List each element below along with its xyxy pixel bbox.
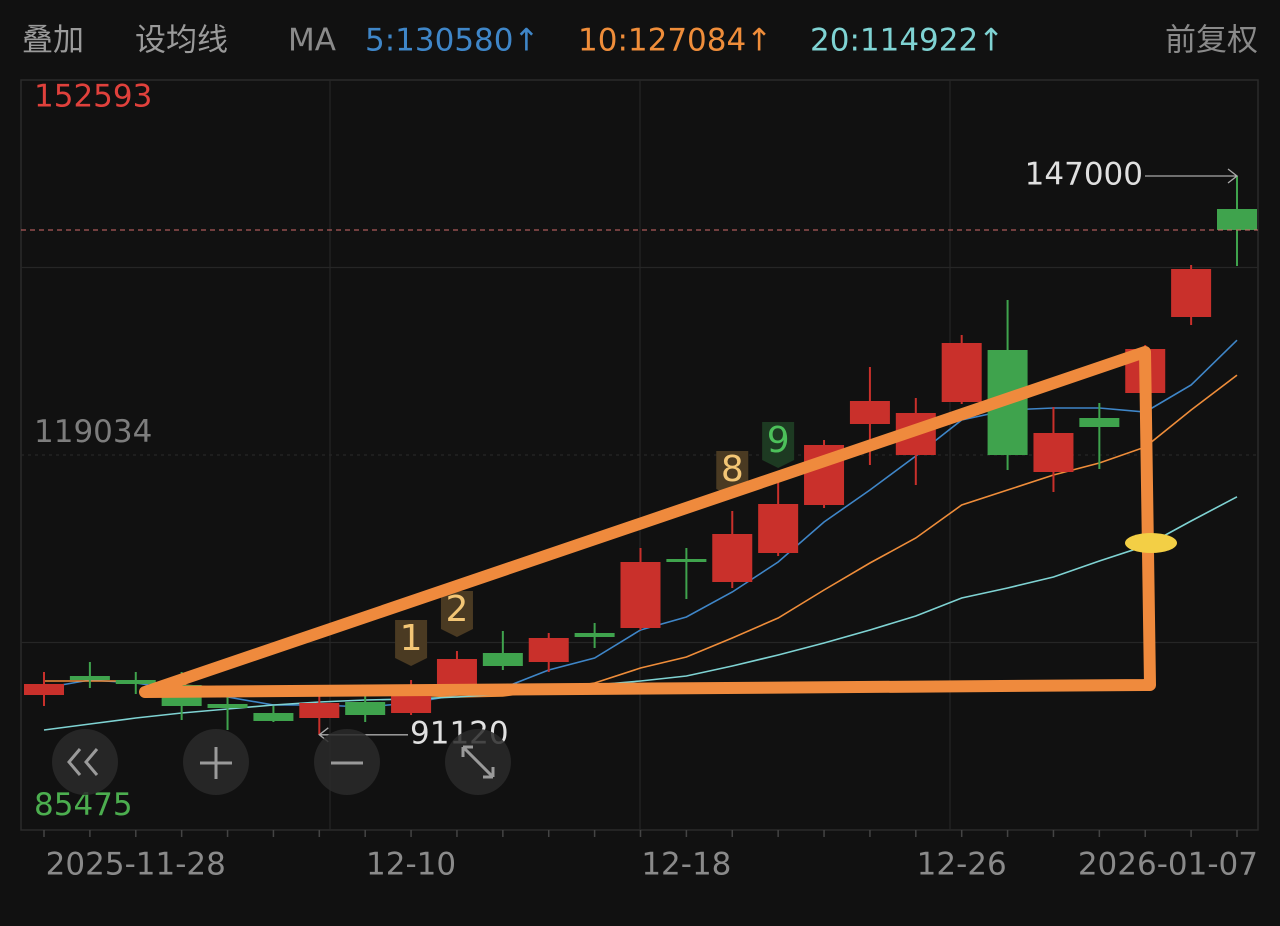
candle-body <box>758 504 799 553</box>
x-tick-label: 12-10 <box>366 847 456 883</box>
candle-body <box>299 703 340 718</box>
overlay-button[interactable]: 叠加 <box>22 23 84 59</box>
y-tick-label: 152593 <box>34 79 152 115</box>
ma-label: MA <box>288 23 336 59</box>
adjust-button[interactable]: 前复权 <box>1165 23 1258 59</box>
td-label: 2 <box>446 589 469 630</box>
zoom-controls <box>52 729 511 795</box>
candle-body <box>666 559 707 562</box>
candle-body <box>712 534 753 582</box>
high-arrow <box>1145 168 1239 184</box>
candle-body <box>1217 209 1257 230</box>
candle-body <box>482 653 523 666</box>
candle-body <box>115 680 156 684</box>
candle-body <box>941 343 982 402</box>
legend-entry: 20:114922↑ <box>810 23 1004 59</box>
candle-body <box>391 695 432 713</box>
x-tick-label: 12-18 <box>641 847 731 883</box>
candle-body <box>1079 418 1120 427</box>
candle-body <box>69 676 110 680</box>
candle-body <box>574 633 615 637</box>
td-label: 1 <box>400 618 423 659</box>
candle-body <box>253 713 294 721</box>
legend-entry: 5:130580↑ <box>365 23 539 59</box>
high-marker: 147000 <box>1025 157 1143 193</box>
x-tick-label: 2026-01-07 <box>1078 847 1258 883</box>
td-label: 8 <box>721 449 744 490</box>
candle-body <box>620 562 661 628</box>
candle-body <box>207 704 248 708</box>
y-tick-label: 119034 <box>34 414 152 450</box>
td-badge <box>395 620 428 666</box>
legend-entry: 10:127084↑ <box>578 23 772 59</box>
candle-body <box>849 401 890 424</box>
td-badge <box>762 422 795 468</box>
candle-body <box>24 684 64 695</box>
user-drawing <box>139 346 1177 698</box>
candle-body <box>1171 269 1212 317</box>
td-label: 9 <box>767 420 790 461</box>
candle-body <box>528 638 569 662</box>
x-tick-label: 2025-11-28 <box>46 847 226 883</box>
x-tick-label: 12-26 <box>917 847 1007 883</box>
set-ma-button[interactable]: 设均线 <box>135 23 228 59</box>
candle-body <box>1033 433 1074 472</box>
td-badge <box>440 591 473 637</box>
candle-body <box>345 702 386 715</box>
